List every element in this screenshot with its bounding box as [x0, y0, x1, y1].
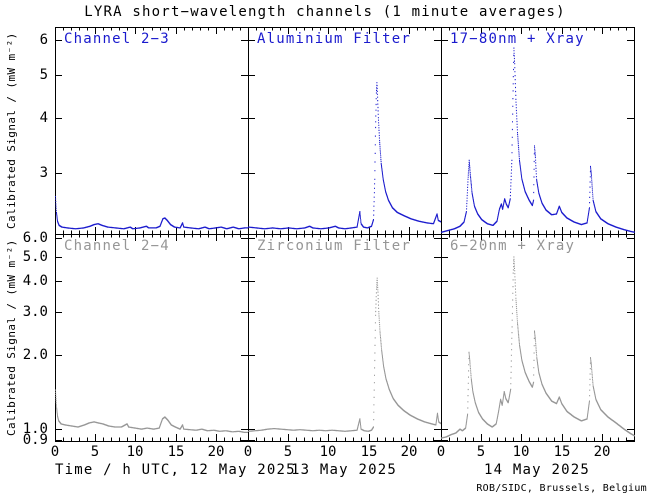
y-tick-label: 4 [39, 110, 48, 126]
y-tick-label: 5 [39, 67, 48, 83]
y-tick-label: 2.0 [22, 347, 48, 363]
credit-text: ROB/SIDC, Brussels, Belgium [476, 483, 647, 494]
y-tick-label: 6 [39, 32, 48, 48]
data-series-dots [55, 196, 249, 230]
y-tick-label: 3 [39, 165, 48, 181]
panel-border [248, 27, 442, 235]
x-tick-label: 5 [90, 444, 100, 460]
x-tick-label: 15 [360, 444, 378, 460]
y-tick-label: 1.0 [22, 421, 48, 437]
data-series-dots [55, 389, 249, 433]
x-axis-date-14-may: 14 May 2025 [484, 462, 590, 478]
x-tick-label: 20 [593, 444, 611, 460]
data-series-dots [441, 256, 635, 439]
x-axis-date-13-may: 13 May 2025 [291, 462, 397, 478]
data-series-dots [248, 82, 442, 230]
x-tick-label: 15 [553, 444, 571, 460]
x-tick-label: 10 [126, 444, 144, 460]
panel-label-channel-2-4: Channel 2−4 [64, 238, 170, 254]
y-tick-label: 5.0 [22, 249, 48, 265]
x-tick-label: 5 [476, 444, 486, 460]
y-tick-label: 0.9 [22, 432, 48, 448]
tick-marks [248, 234, 441, 441]
x-tick-label: 20 [207, 444, 225, 460]
panel-label-6-20nm-xray: 6−20nm + Xray [450, 238, 576, 254]
x-tick-label: 0 [436, 444, 446, 460]
chart-title: LYRA short−wavelength channels (1 minute… [84, 4, 566, 20]
x-tick-label: 15 [167, 444, 185, 460]
x-tick-label: 10 [319, 444, 337, 460]
panel-label-channel-2-3: Channel 2−3 [64, 31, 170, 47]
x-tick-label: 5 [283, 444, 293, 460]
data-series-dots [441, 47, 635, 233]
panel-label-aluminium-filter: Aluminium Filter [257, 31, 412, 47]
data-series-dots [248, 277, 442, 432]
x-axis-date-12-may: Time / h UTC, 12 May 2025 [55, 462, 296, 478]
x-tick-label: 0 [50, 444, 60, 460]
y-tick-label: 6.0 [22, 230, 48, 246]
tick-marks [248, 27, 441, 234]
panel-border [55, 27, 249, 235]
panel-border [441, 234, 635, 442]
panel-label-17-80nm-xray: 17−80nm + Xray [450, 31, 585, 47]
tick-marks [55, 27, 248, 234]
x-tick-label: 10 [512, 444, 530, 460]
y-tick-label: 4.0 [22, 273, 48, 289]
tick-marks [441, 234, 634, 441]
panel-border [55, 234, 249, 442]
panel-border [248, 234, 442, 442]
panel-label-zirconium-filter: Zirconium Filter [257, 238, 412, 254]
x-tick-label: 20 [400, 444, 418, 460]
y-tick-label: 3.0 [22, 304, 48, 320]
x-tick-label: 0 [243, 444, 253, 460]
tick-marks [55, 234, 248, 441]
panel-border [441, 27, 635, 235]
tick-marks [441, 27, 634, 234]
